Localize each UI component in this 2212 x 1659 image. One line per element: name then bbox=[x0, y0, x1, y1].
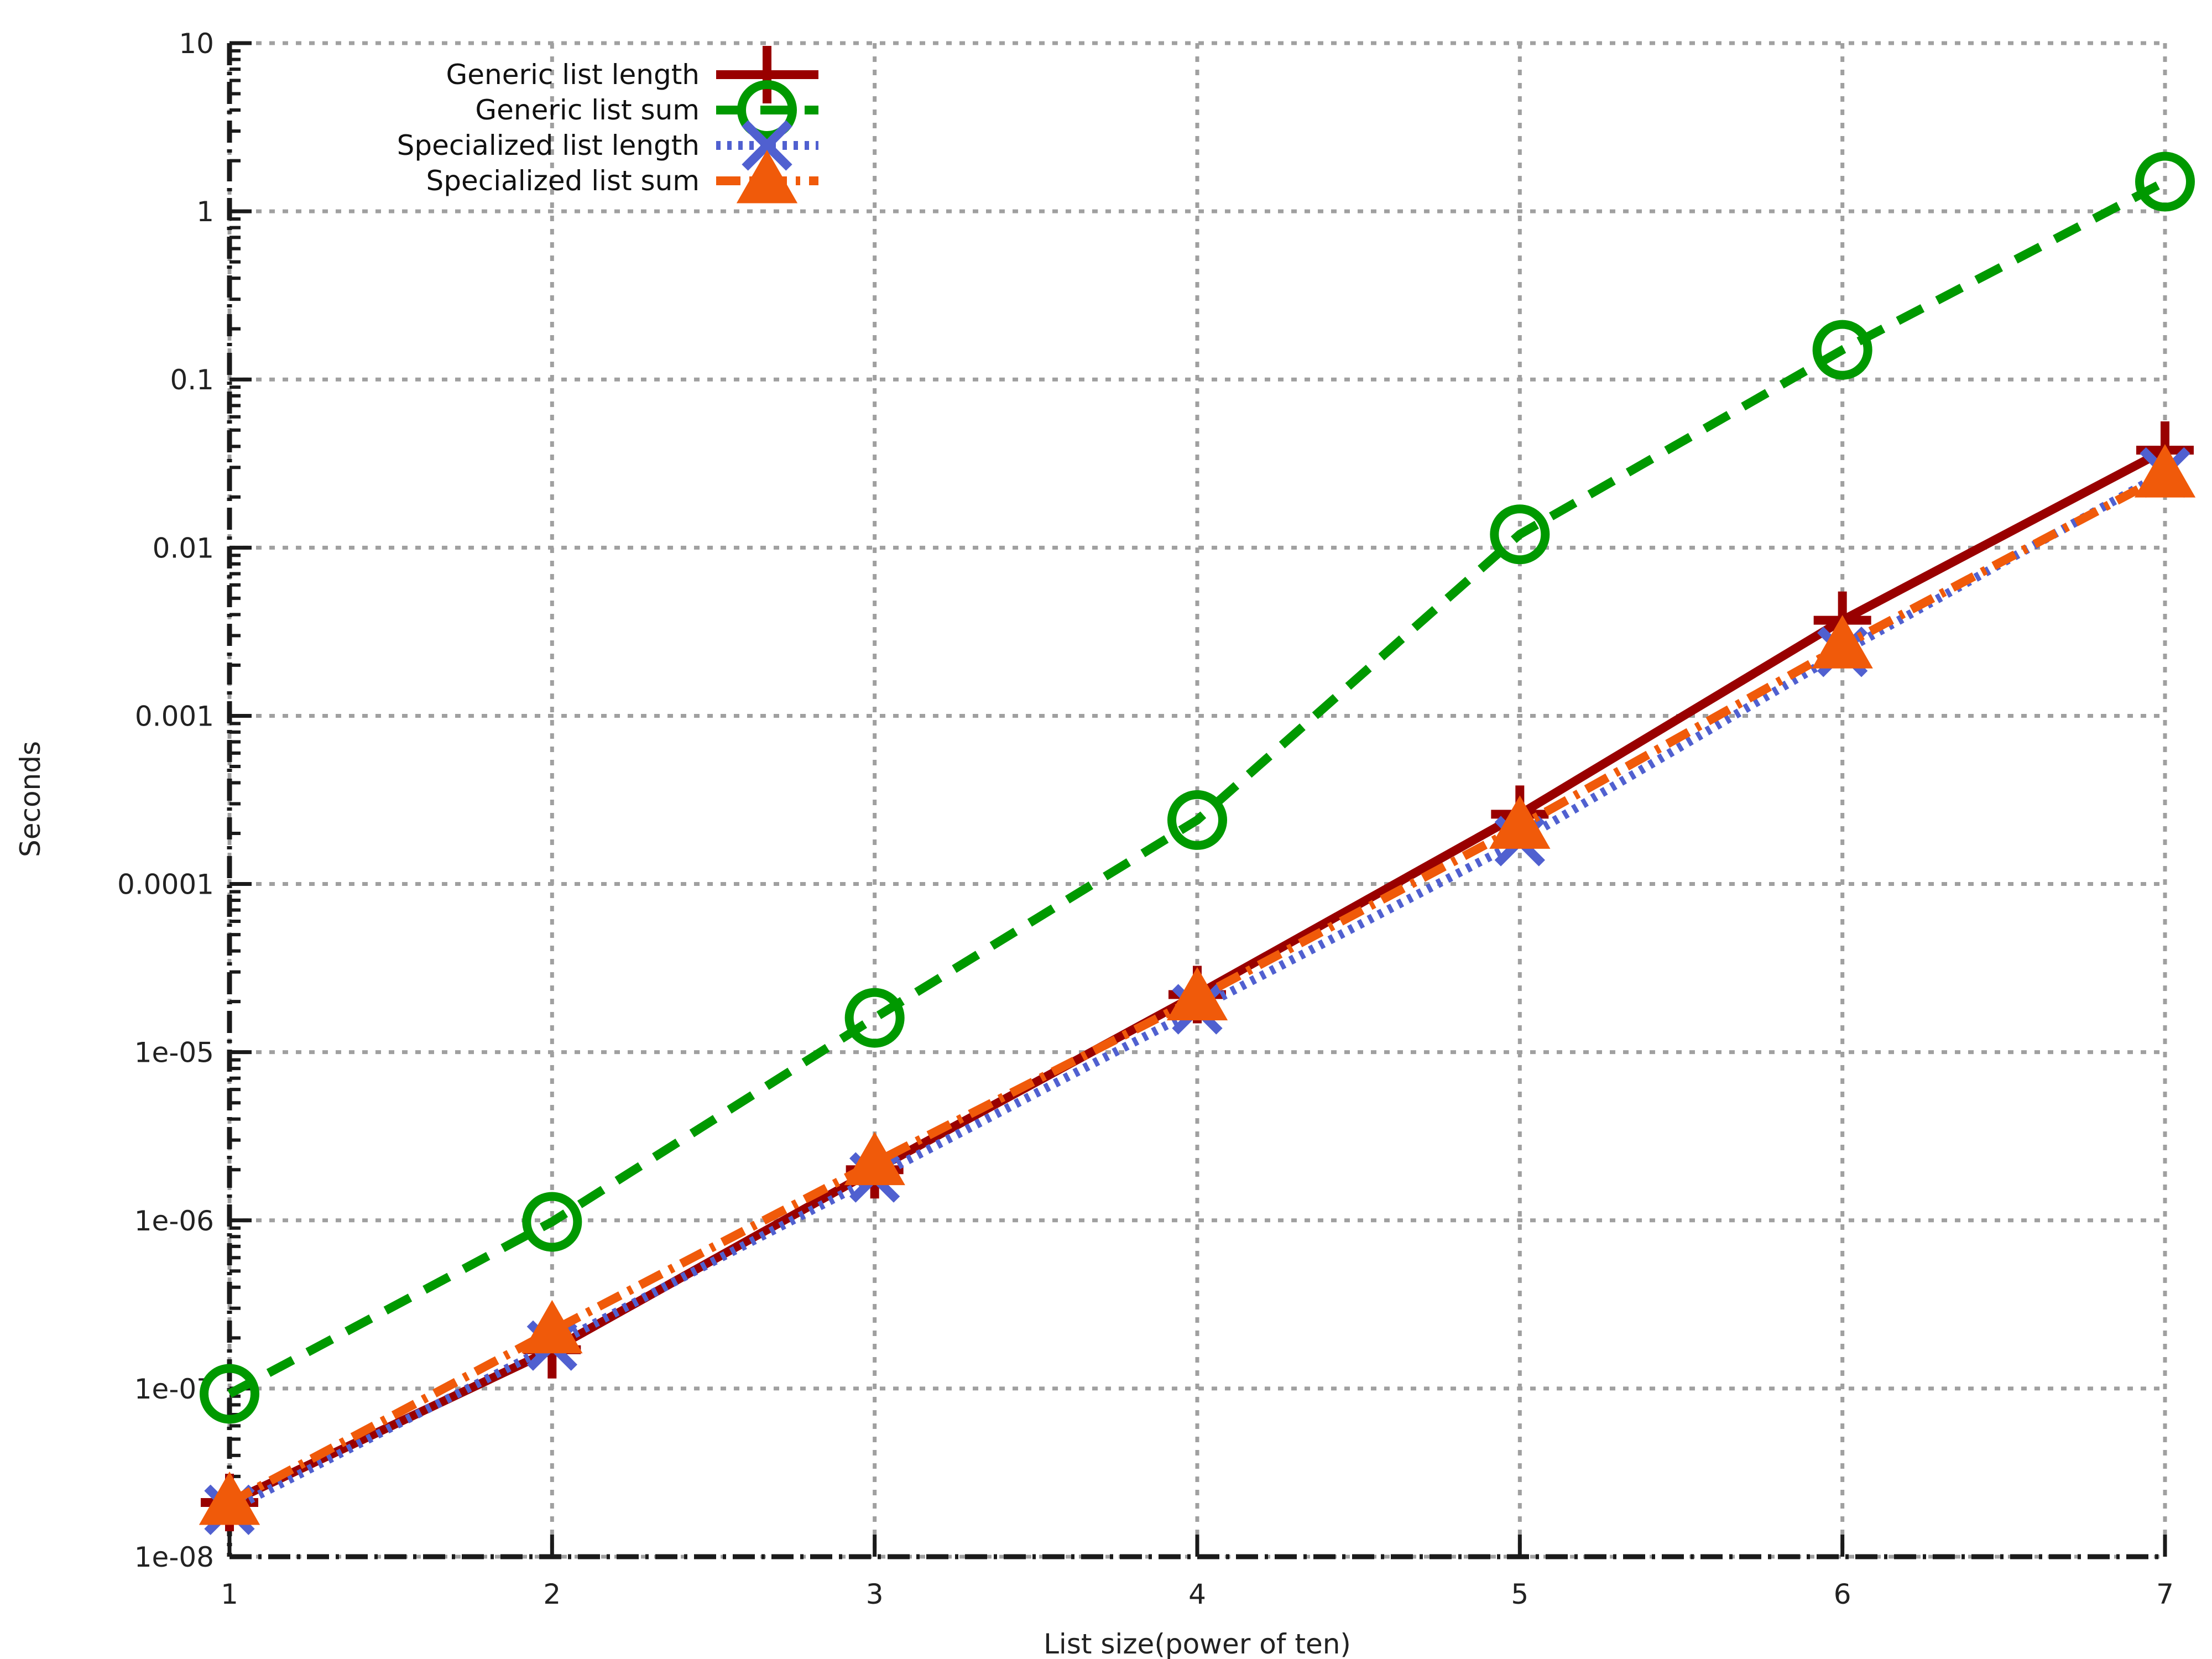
legend-label: Generic list length bbox=[446, 59, 700, 91]
data-point bbox=[199, 1471, 260, 1525]
legend-entry: Generic list sum bbox=[475, 80, 818, 140]
data-point bbox=[200, 1364, 259, 1424]
x-tick-label: 7 bbox=[2156, 1578, 2174, 1610]
legend-marker bbox=[738, 46, 796, 103]
data-point bbox=[2135, 152, 2195, 212]
legend-entry: Specialized list length bbox=[397, 120, 818, 171]
y-tick-label: 0.0001 bbox=[117, 869, 214, 901]
x-tick-label: 5 bbox=[1511, 1578, 1528, 1610]
data-point bbox=[2134, 444, 2196, 498]
y-tick-label: 10 bbox=[179, 28, 214, 60]
legend-label: Generic list sum bbox=[475, 94, 700, 126]
x-tick-label: 6 bbox=[1834, 1578, 1851, 1610]
y-axis-title: Seconds bbox=[14, 741, 46, 857]
tick-labels: 1e-081e-071e-061e-050.00010.0010.010.111… bbox=[117, 28, 2174, 1610]
legend-label: Specialized list length bbox=[397, 129, 700, 161]
x-tick-label: 2 bbox=[543, 1578, 561, 1610]
y-tick-label: 1e-05 bbox=[134, 1037, 214, 1069]
y-tick-label: 0.001 bbox=[135, 700, 214, 732]
data-point bbox=[1812, 320, 1872, 380]
x-tick-label: 3 bbox=[866, 1578, 884, 1610]
data-point bbox=[1489, 795, 1551, 849]
data-point bbox=[844, 1131, 905, 1186]
legend-marker bbox=[736, 149, 798, 204]
data-point bbox=[1166, 967, 1228, 1021]
y-tick-label: 1e-08 bbox=[134, 1541, 214, 1573]
y-tick-label: 1 bbox=[196, 196, 214, 228]
data-point bbox=[522, 1192, 582, 1252]
y-tick-label: 1e-06 bbox=[134, 1205, 214, 1237]
data-point bbox=[521, 1300, 583, 1354]
series-specialized-list-sum bbox=[199, 444, 2196, 1525]
legend-label: Specialized list sum bbox=[426, 165, 700, 197]
data-point bbox=[844, 988, 905, 1048]
data-point bbox=[1490, 504, 1550, 565]
series-layer bbox=[199, 152, 2196, 1535]
x-axis-title: List size(power of ten) bbox=[1044, 1628, 1351, 1659]
legend-entry: Specialized list sum bbox=[426, 149, 818, 204]
data-point bbox=[1812, 615, 1873, 669]
x-tick-label: 4 bbox=[1188, 1578, 1206, 1610]
legend-marker bbox=[737, 80, 797, 140]
legend-entry: Generic list length bbox=[446, 46, 818, 103]
data-point bbox=[1167, 790, 1227, 850]
grid bbox=[227, 41, 2167, 1559]
y-tick-label: 0.01 bbox=[153, 532, 214, 564]
series-line bbox=[227, 178, 2167, 1398]
legend-marker bbox=[742, 120, 792, 171]
y-tick-label: 0.1 bbox=[170, 364, 214, 396]
series-generic-list-sum bbox=[200, 152, 2195, 1424]
x-tick-label: 1 bbox=[221, 1578, 238, 1610]
